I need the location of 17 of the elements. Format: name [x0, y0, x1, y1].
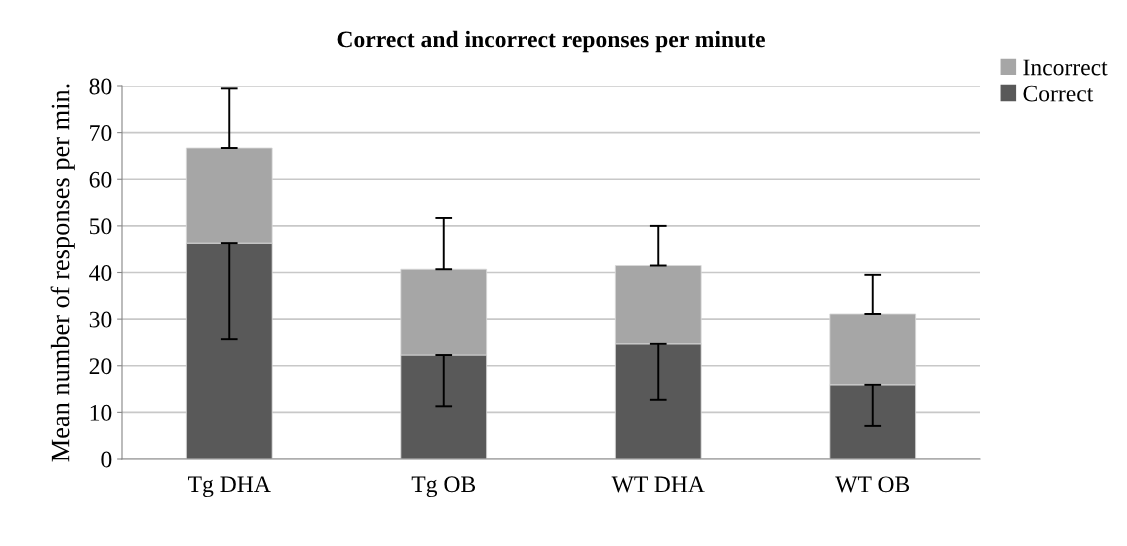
y-tick-label: 70: [90, 125, 112, 142]
y-tick-label: 0: [101, 451, 112, 468]
y-tick-label: 30: [89, 311, 112, 328]
x-tick-label: Tg DHA: [188, 476, 271, 498]
chart-title: Correct and incorrect reponses per minute: [337, 30, 765, 53]
y-tick-label: 20: [89, 358, 112, 375]
y-tick-label: 80: [89, 78, 112, 95]
x-tick-label: WT OB: [835, 476, 910, 493]
y-tick-label: 40: [89, 264, 112, 281]
legend-label: Incorrect: [1023, 59, 1108, 76]
y-tick-label: 10: [90, 404, 112, 421]
x-tick-label: Tg OB: [411, 476, 476, 498]
y-tick-label: 60: [89, 171, 112, 188]
y-axis-title: Mean number of responses per min.: [50, 84, 75, 462]
x-tick-label: WT DHA: [611, 476, 705, 493]
legend-label: Correct: [1023, 85, 1094, 102]
y-tick-label: 50: [90, 218, 112, 235]
